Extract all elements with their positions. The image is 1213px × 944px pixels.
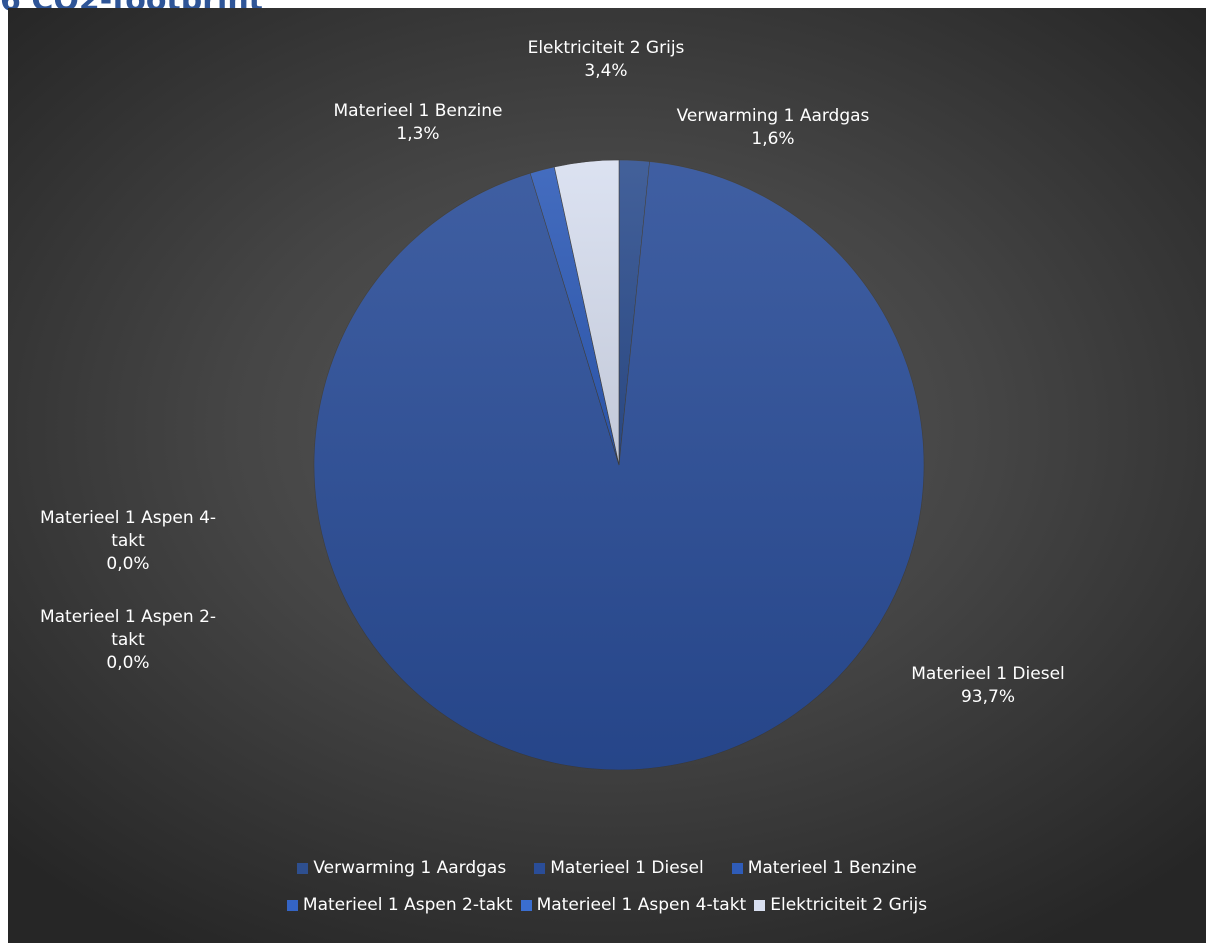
legend-item-materieel-1-aspen-2-takt[interactable]: Materieel 1 Aspen 2-takt <box>286 895 513 915</box>
data-label-value: 3,4% <box>584 61 628 81</box>
legend-swatch <box>297 862 309 874</box>
legend-swatch <box>520 899 532 911</box>
data-label-name: Materieel 1 Aspen 4- <box>39 508 217 528</box>
data-label-materieel-1-diesel: Materieel 1 Diesel 93,7% <box>888 663 1088 709</box>
legend-item-verwarming-1-aardgas[interactable]: Verwarming 1 Aardgas <box>297 858 506 878</box>
data-label-name: takt <box>111 531 145 551</box>
data-label-value: 0,0% <box>106 554 150 574</box>
data-label-value: 1,6% <box>751 129 795 149</box>
data-label-name: Materieel 1 Diesel <box>911 664 1065 684</box>
legend-swatch <box>286 899 298 911</box>
data-label-materieel-1-aspen-2-takt: Materieel 1 Aspen 2- takt 0,0% <box>18 606 238 675</box>
legend-item-materieel-1-benzine[interactable]: Materieel 1 Benzine <box>731 858 917 878</box>
legend-item-elektriciteit-2-grijs[interactable]: Elektriciteit 2 Grijs <box>754 895 927 915</box>
data-label-name: Elektriciteit 2 Grijs <box>527 38 685 58</box>
data-label-name: Materieel 1 Benzine <box>333 101 503 121</box>
data-label-value: 0,0% <box>106 653 150 673</box>
data-label-verwarming-1-aardgas: Verwarming 1 Aardgas 1,6% <box>653 105 893 151</box>
pie-chart <box>313 159 925 771</box>
data-label-name: Materieel 1 Aspen 2- <box>39 607 217 627</box>
data-label-value: 1,3% <box>396 124 440 144</box>
chart-area: Verwarming 1 Aardgas 1,6% Materieel 1 Dies… <box>8 8 1206 943</box>
legend-label: Verwarming 1 Aardgas <box>313 858 507 878</box>
legend-label: Materieel 1 Diesel <box>550 858 704 878</box>
legend-item-materieel-1-diesel[interactable]: Materieel 1 Diesel <box>534 858 704 878</box>
legend-row-1: Verwarming 1 Aardgas Materieel 1 Diesel Ma… <box>8 858 1206 878</box>
legend-swatch <box>754 899 766 911</box>
legend-label: Materieel 1 Aspen 2-takt <box>302 895 513 915</box>
data-label-elektriciteit-2-grijs: Elektriciteit 2 Grijs 3,4% <box>486 37 726 83</box>
legend-swatch <box>534 862 546 874</box>
data-label-name: Verwarming 1 Aardgas <box>676 106 870 126</box>
data-label-materieel-1-benzine: Materieel 1 Benzine 1,3% <box>308 100 528 146</box>
legend-item-materieel-1-aspen-4-takt[interactable]: Materieel 1 Aspen 4-takt <box>520 895 747 915</box>
legend-swatch <box>731 862 743 874</box>
legend-label: Materieel 1 Aspen 4-takt <box>536 895 747 915</box>
data-label-materieel-1-aspen-4-takt: Materieel 1 Aspen 4- takt 0,0% <box>18 507 238 576</box>
data-label-value: 93,7% <box>960 687 1015 707</box>
legend-row-2: Materieel 1 Aspen 2-takt Materieel 1 Aspe… <box>8 895 1206 915</box>
legend-label: Elektriciteit 2 Grijs <box>770 895 928 915</box>
data-label-name: takt <box>111 630 145 650</box>
legend-label: Materieel 1 Benzine <box>747 858 917 878</box>
